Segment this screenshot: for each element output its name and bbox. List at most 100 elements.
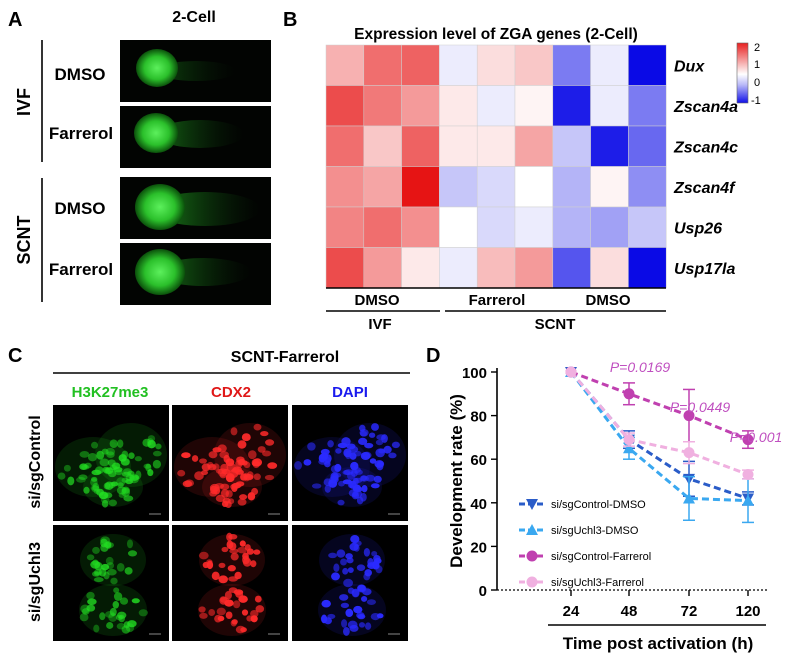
- series-line: [570, 370, 749, 441]
- heatmap-cell: [476, 125, 516, 167]
- heatmap-cell: [363, 166, 402, 208]
- heatmap-cell: [439, 85, 478, 127]
- heatmap-cell: [363, 247, 402, 289]
- heatmap-cell: [363, 206, 402, 248]
- microscopy-image: [53, 525, 169, 641]
- heatmap-cell: [476, 85, 516, 127]
- series-line: [569, 371, 749, 476]
- heatmap-cell: [439, 125, 478, 167]
- heatmap-cell: [552, 166, 591, 208]
- row-label-siuchl3: si/sgUchl3: [27, 542, 44, 622]
- heatmap-cell: [325, 85, 365, 127]
- heatmap-cell: [628, 44, 667, 86]
- heatmap-cell: [514, 85, 554, 127]
- heatmap-cell: [552, 85, 591, 127]
- heatmap-cell: [552, 206, 591, 248]
- legend-tick: 2: [754, 42, 760, 54]
- legend-label: si/sgUchl3-DMSO: [551, 525, 639, 537]
- panel-d-letter: D: [426, 345, 440, 367]
- panel-a-row-label: Farrerol: [49, 124, 113, 143]
- embryo-image-scnt-farrerol: [120, 243, 271, 305]
- series-si/sgUchl3-Farrerol: [565, 366, 754, 480]
- gene-label: Zscan4c: [673, 139, 738, 156]
- heatmap-group-dmso-scnt: DMSO: [586, 292, 631, 309]
- x-tick-label: 48: [621, 603, 638, 620]
- heatmap-cell: [628, 166, 667, 208]
- heatmap-cell: [476, 247, 516, 289]
- legend-tick: 1: [754, 59, 760, 71]
- x-tick-label: 120: [735, 603, 760, 620]
- x-axis-label: Time post activation (h): [563, 634, 754, 653]
- legend-tick: 0: [754, 77, 760, 89]
- heatmap-cell: [514, 125, 554, 167]
- heatmap-cell: [552, 247, 591, 289]
- heatmap-cell: [325, 44, 365, 86]
- line-chart: 0 20 40 60 80 100 24 48 72 120 Time post activatio…: [447, 359, 782, 653]
- legend-marker: [526, 550, 538, 562]
- heatmap-cell: [401, 44, 440, 86]
- heatmap-group-dmso-ivf: DMSO: [355, 292, 400, 309]
- gene-label: Zscan4f: [673, 180, 736, 197]
- y-tick-label: 60: [470, 452, 487, 469]
- series-line: [569, 371, 749, 500]
- legend-label: si/sgControl-Farrerol: [551, 551, 651, 563]
- heatmap: [325, 44, 667, 289]
- p-value-annotation: P=0.0449: [670, 399, 731, 415]
- legend-marker: [526, 576, 538, 588]
- heatmap-cell: [514, 166, 554, 208]
- heatmap-cell: [590, 44, 629, 86]
- heatmap-cell: [514, 206, 554, 248]
- gene-label: Usp17la: [674, 261, 735, 278]
- heatmap-cell: [552, 125, 591, 167]
- heatmap-cell: [628, 247, 667, 289]
- data-point: [623, 434, 635, 446]
- microscopy-image: [292, 525, 408, 641]
- data-point: [742, 494, 754, 506]
- heatmap-cell: [325, 166, 365, 208]
- data-point: [623, 388, 635, 400]
- panel-a-row-label: DMSO: [55, 199, 106, 218]
- gene-label: Usp26: [674, 220, 722, 237]
- panel-a-row-label: DMSO: [55, 65, 106, 84]
- heatmap-cell: [401, 85, 440, 127]
- heatmap-cell: [363, 125, 402, 167]
- panel-c: C SCNT-Farrerol H3K27me3 CDX2 DAPI si/sg…: [8, 345, 410, 641]
- heatmap-cell: [439, 166, 478, 208]
- channel-label-h3k27me3: H3K27me3: [72, 384, 149, 401]
- embryo-image-ivf-dmso: [120, 40, 271, 102]
- embryo-image-scnt-dmso: [120, 177, 271, 239]
- legend-marker: [526, 499, 538, 510]
- microscopy-image: [53, 405, 169, 521]
- data-point: [742, 434, 754, 446]
- heatmap-cell: [514, 247, 554, 289]
- row-label-sicontrol: si/sgControl: [27, 415, 44, 508]
- heatmap-cell: [401, 247, 440, 289]
- gene-label: Zscan4a: [673, 99, 738, 116]
- heatmap-cell: [439, 44, 478, 86]
- gene-label: Dux: [674, 58, 705, 75]
- heatmap-cell: [476, 166, 516, 208]
- heatmap-cell: [590, 166, 629, 208]
- heatmap-cell: [628, 125, 667, 167]
- heatmap-scnt-label: SCNT: [535, 316, 576, 333]
- panel-a-column-title: 2-Cell: [172, 9, 216, 26]
- heatmap-cell: [325, 247, 365, 289]
- heatmap-cell: [590, 206, 629, 248]
- heatmap-cell: [590, 85, 629, 127]
- series-si/sgControl-DMSO: [565, 367, 754, 506]
- microscopy-image: [172, 525, 288, 641]
- panel-c-letter: C: [8, 345, 22, 367]
- ivf-group-label: IVF: [14, 88, 34, 116]
- y-tick-label: 20: [470, 539, 487, 556]
- data-point: [623, 442, 635, 454]
- heatmap-cell: [552, 44, 591, 86]
- heatmap-cell: [476, 44, 516, 86]
- heatmap-cell: [439, 206, 478, 248]
- heatmap-cell: [363, 44, 402, 86]
- gene-labels: Dux Zscan4a Zscan4c Zscan4f Usp26 Usp17la: [673, 58, 738, 278]
- legend-label: si/sgUchl3-Farrerol: [551, 577, 644, 589]
- y-axis-label: Development rate (%): [447, 394, 466, 568]
- channel-label-cdx2: CDX2: [211, 384, 251, 401]
- y-tick-label: 80: [470, 409, 487, 426]
